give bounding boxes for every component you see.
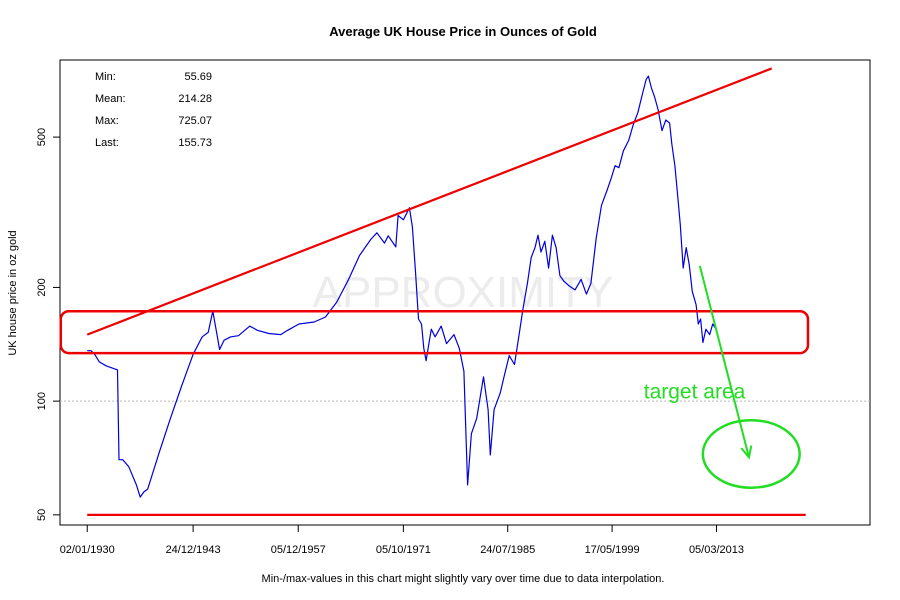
x-tick-label: 24/12/1943 — [166, 544, 221, 556]
watermark: APPROXIMITY — [313, 268, 614, 317]
y-axis-label: UK house price in oz gold — [7, 230, 19, 355]
target-ellipse — [701, 419, 801, 489]
target-arrow — [698, 265, 750, 458]
x-tick-label: 05/12/1957 — [271, 544, 326, 556]
trend-line — [86, 67, 773, 336]
series-line — [87, 75, 717, 498]
stat-value: 55.69 — [184, 71, 212, 83]
x-tick-label: 05/03/2013 — [689, 544, 744, 556]
y-tick-label: 50 — [36, 509, 48, 521]
target-label: target area — [644, 381, 746, 404]
stat-label: Min: — [95, 71, 116, 83]
stats-box: Min: 55.69 Mean: 214.28 Max: 725.07 Last: 155.7… — [95, 71, 212, 149]
support-band — [59, 309, 810, 355]
stat-value: 155.73 — [178, 137, 212, 149]
y-tick-label: 500 — [36, 128, 48, 146]
target-arrow-head — [740, 445, 753, 460]
chart-footnote: Min-/max-values in this chart might slig… — [262, 573, 665, 585]
x-tick-label: 17/05/1999 — [585, 544, 640, 556]
x-tick-label: 24/07/1985 — [480, 544, 535, 556]
y-axis: 50 100 200 500 — [36, 128, 60, 521]
x-tick-label: 05/10/1971 — [376, 544, 431, 556]
stat-label: Max: — [95, 115, 119, 127]
stat-label: Last: — [95, 137, 119, 149]
y-tick-label: 200 — [36, 278, 48, 296]
x-axis: 02/01/1930 24/12/1943 05/12/1957 05/10/1971… — [60, 525, 744, 556]
stat-value: 725.07 — [178, 115, 212, 127]
plot-frame — [59, 59, 871, 526]
y-tick-label: 100 — [36, 392, 48, 410]
stat-label: Mean: — [95, 93, 126, 105]
x-tick-label: 02/01/1930 — [60, 544, 115, 556]
chart-title: Average UK House Price in Ounces of Gold — [329, 24, 597, 39]
stat-value: 214.28 — [178, 93, 212, 105]
